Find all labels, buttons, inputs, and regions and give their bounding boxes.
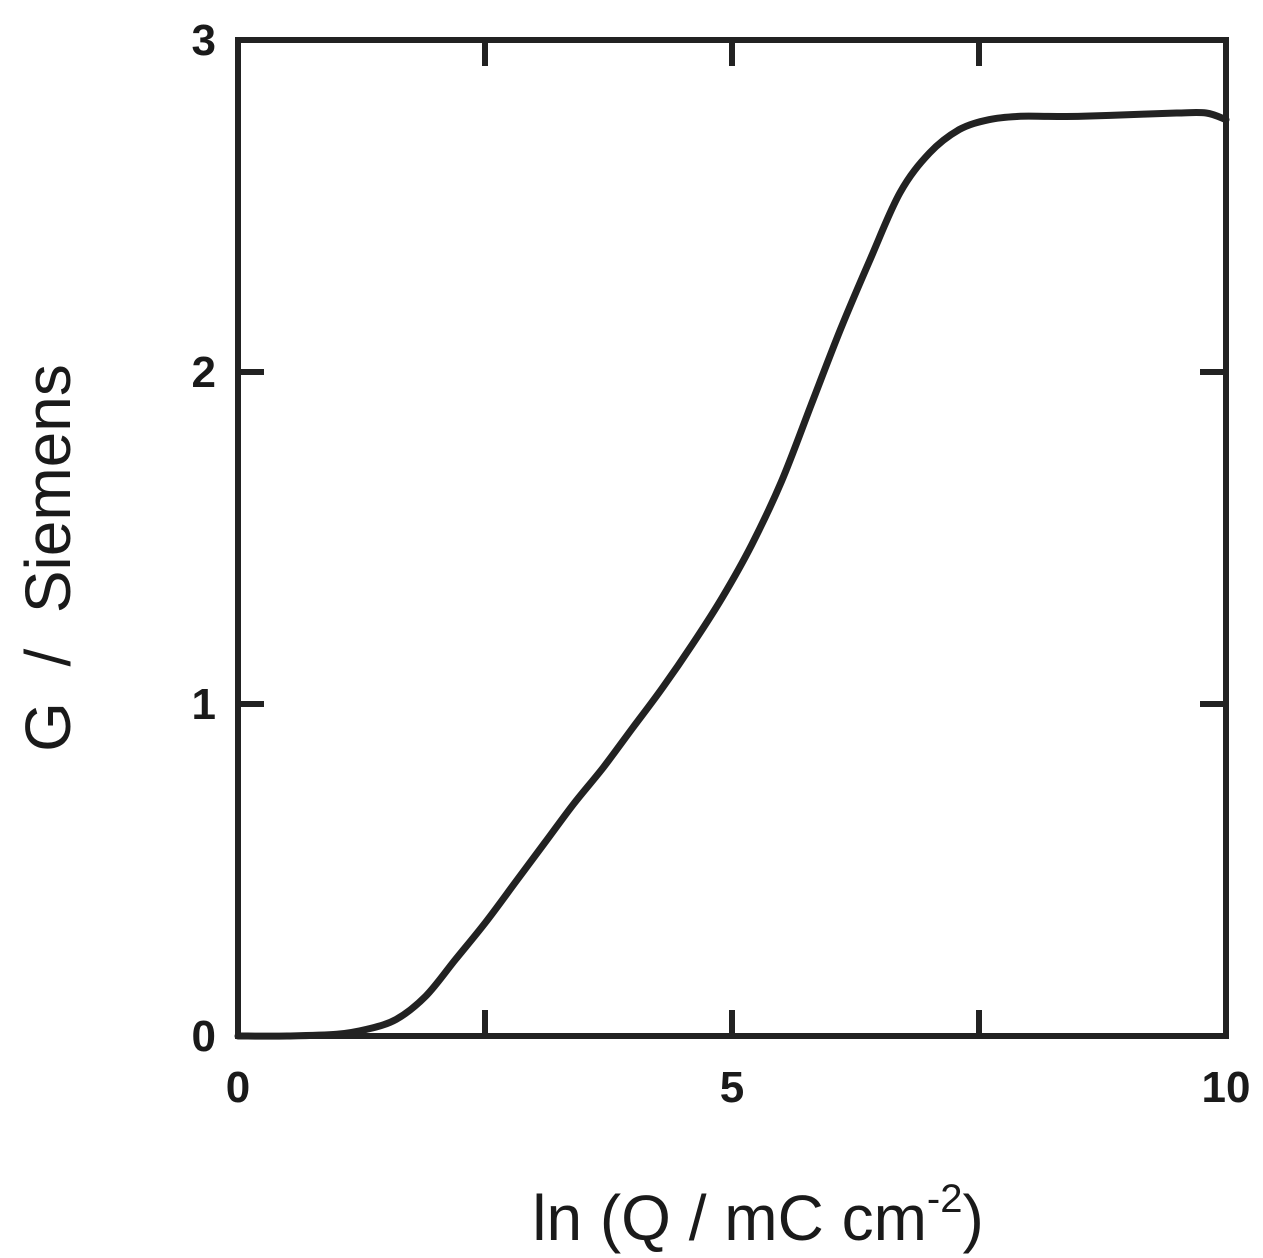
x-tick-label: 5 <box>720 1063 744 1112</box>
series-line <box>234 108 1230 1040</box>
y-axis-label: G / Siemens <box>12 364 84 752</box>
x-tick-label: 0 <box>226 1063 250 1112</box>
y-axis-ticks: 0 1 2 3 <box>192 16 1226 1061</box>
x-axis-ticks: 0 5 10 <box>226 40 1251 1112</box>
y-tick-label: 0 <box>192 1012 216 1061</box>
y-tick-label: 1 <box>192 680 216 729</box>
y-tick-label: 3 <box>192 16 216 65</box>
x-axis-label: ln (Q / mC cm-2) <box>532 1177 984 1254</box>
y-tick-label: 2 <box>192 348 216 397</box>
x-tick-label: 10 <box>1202 1063 1251 1112</box>
plot-frame <box>235 37 1229 1039</box>
